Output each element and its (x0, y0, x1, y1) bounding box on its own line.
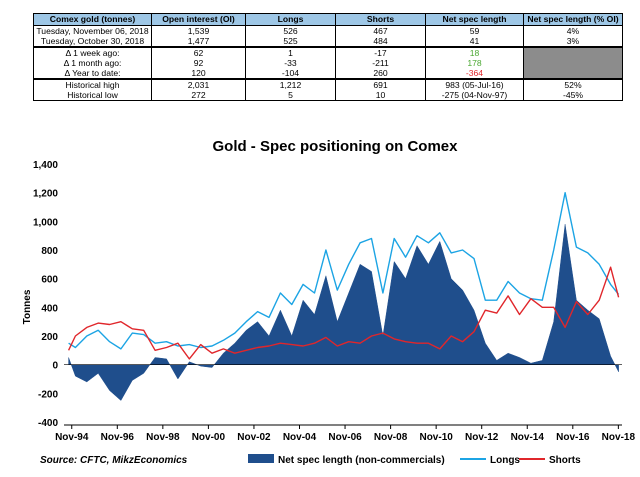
x-tick-label: Nov-02 (237, 432, 271, 443)
legend-label-longs: Longs (490, 455, 520, 466)
cell-longs: 526 (245, 25, 336, 36)
row-label: Δ 1 month ago: (33, 58, 152, 68)
y-tick-label: 600 (41, 275, 58, 286)
y-tick-label: -200 (38, 389, 58, 400)
cell-net: 983 (05-Jul-16) (425, 78, 524, 90)
cell-pct: 3% (523, 36, 623, 48)
header-cell: Net spec length (% OI) (523, 13, 623, 26)
row-label: Tuesday, November 06, 2018 (33, 25, 152, 36)
y-tick-label: -400 (38, 418, 58, 429)
cell-oi: 1,539 (151, 25, 246, 36)
table-row: Δ 1 month ago: 92 -33 -211 178 (33, 58, 623, 68)
cell-net: 41 (425, 36, 524, 48)
x-tick-label: Nov-16 (556, 432, 590, 443)
legend-label-net: Net spec length (non-commercials) (278, 455, 445, 466)
row-label: Historical low (33, 90, 152, 101)
header-cell: Longs (245, 13, 336, 26)
cell-oi: 272 (151, 90, 246, 101)
row-label: Δ 1 week ago: (33, 46, 152, 58)
cell-net: 18 (425, 46, 524, 58)
positioning-table: Comex gold (tonnes) Open interest (OI) L… (33, 13, 623, 101)
cell-longs: 525 (245, 36, 336, 48)
header-cell: Net spec length (425, 13, 524, 26)
x-tick-label: Nov-00 (192, 432, 226, 443)
cell-net: 178 (425, 58, 524, 68)
cell-longs: -33 (245, 58, 336, 68)
longs-line (68, 191, 620, 350)
cell-pct: -45% (523, 90, 623, 101)
cell-net: -364 (425, 68, 524, 80)
x-tick-label: Nov-96 (101, 432, 135, 443)
cell-oi: 92 (151, 58, 246, 68)
header-cell: Shorts (335, 13, 426, 26)
y-tick-label: 1,000 (33, 217, 58, 228)
chart-title: Gold - Spec positioning on Comex (212, 138, 458, 155)
table-row: Historical low 272 5 10 -275 (04-Nov-97)… (33, 90, 623, 101)
y-tick-label: 200 (41, 332, 58, 343)
y-tick-label: 1,400 (33, 160, 58, 171)
legend-label-shorts: Shorts (549, 455, 581, 466)
y-tick-label: 0 (52, 361, 58, 372)
table-row: Historical high 2,031 1,212 691 983 (05-… (33, 78, 623, 90)
row-label: Δ Year to date: (33, 68, 152, 80)
cell-shorts: 691 (335, 78, 426, 90)
cell-pct: 52% (523, 78, 623, 90)
cell-oi: 2,031 (151, 78, 246, 90)
x-tick-label: Nov-04 (283, 432, 317, 443)
x-tick-label: Nov-10 (419, 432, 453, 443)
net-spec-area (68, 224, 619, 401)
row-label: Historical high (33, 78, 152, 90)
y-tick-label: 1,200 (33, 189, 58, 200)
source-note: Source: CFTC, MikzEconomics (40, 455, 188, 466)
x-axis: Nov-94 Nov-96 Nov-98 Nov-00 Nov-02 Nov-04 Nov-… (55, 424, 636, 443)
cell-oi: 1,477 (151, 36, 246, 48)
cell-shorts: 484 (335, 36, 426, 48)
y-axis: -400 -200 0 200 400 600 800 1,000 1,200 1,400 (33, 160, 58, 429)
cell-shorts: 467 (335, 25, 426, 36)
legend: Net spec length (non-commercials) Longs … (248, 454, 581, 466)
cell-shorts: 10 (335, 90, 426, 101)
x-tick-label: Nov-14 (511, 432, 545, 443)
cell-shorts: 260 (335, 68, 426, 80)
table-row: Δ 1 week ago: 62 1 -17 18 (33, 46, 623, 80)
y-tick-label: 400 (41, 303, 58, 314)
spec-positioning-chart: Gold - Spec positioning on Comex Tonnes … (22, 138, 636, 466)
table-header-row: Comex gold (tonnes) Open interest (OI) L… (33, 13, 623, 26)
x-tick-label: Nov-18 (602, 432, 636, 443)
cell-net: 59 (425, 25, 524, 36)
table-row: Tuesday, October 30, 2018 1,477 525 484 … (33, 36, 623, 48)
cell-oi: 120 (151, 68, 246, 80)
cell-pct: 4% (523, 25, 623, 36)
cell-oi: 62 (151, 46, 246, 58)
cell-shorts: -211 (335, 58, 426, 68)
header-cell: Comex gold (tonnes) (33, 13, 152, 26)
x-tick-label: Nov-12 (465, 432, 499, 443)
y-axis-label: Tonnes (22, 289, 33, 324)
plot-area (64, 191, 622, 401)
header-cell: Open interest (OI) (151, 13, 246, 26)
y-tick-label: 800 (41, 246, 58, 257)
row-label: Tuesday, October 30, 2018 (33, 36, 152, 48)
legend-swatch-net (248, 454, 274, 463)
x-tick-label: Nov-94 (55, 432, 89, 443)
x-tick-label: Nov-06 (328, 432, 362, 443)
cell-net: -275 (04-Nov-97) (425, 90, 524, 101)
shorts-line (67, 266, 620, 360)
x-tick-label: Nov-98 (146, 432, 180, 443)
cell-longs: 1 (245, 46, 336, 58)
cell-shorts: -17 (335, 46, 426, 58)
table-row: Tuesday, November 06, 2018 1,539 526 467… (33, 25, 623, 36)
cell-longs: -104 (245, 68, 336, 80)
x-tick-label: Nov-08 (374, 432, 408, 443)
cell-longs: 5 (245, 90, 336, 101)
cell-longs: 1,212 (245, 78, 336, 90)
cell-pct-blank (523, 46, 623, 80)
